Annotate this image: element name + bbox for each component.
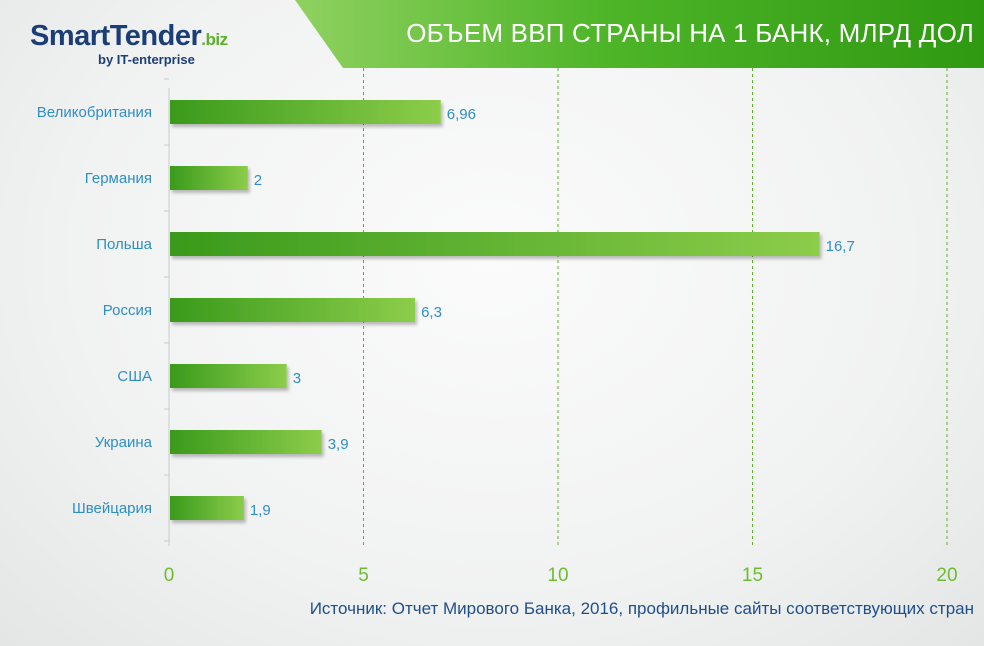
value-label: 6,96 [447,106,476,123]
value-label: 2 [254,172,262,189]
category-label: Польша [96,236,152,253]
x-tick-label: 5 [358,565,369,586]
title-banner: ОБЪЕМ ВВП СТРАНЫ НА 1 БАНК, МЛРД ДОЛ [295,0,984,68]
value-label: 1,9 [250,502,271,519]
logo-wordmark: SmartTender.biz [30,20,228,52]
x-tick-label: 0 [164,565,175,586]
value-label: 3 [293,370,301,387]
x-tick-label: 15 [742,565,763,586]
value-label: 16,7 [826,238,855,255]
bar-5 [170,430,322,454]
value-label: 6,3 [421,304,442,321]
chart-title: ОБЪЕМ ВВП СТРАНЫ НА 1 БАНК, МЛРД ДОЛ [406,18,974,48]
bar-3 [170,298,416,322]
smarttender-logo: SmartTender.biz by IT-enterprise [30,20,270,72]
logo-tagline: by IT-enterprise [98,52,195,67]
category-label: Украина [95,434,153,451]
category-label: Швейцария [72,500,152,517]
bar-6 [170,496,244,520]
bar-0 [170,100,441,124]
bar-2 [170,232,820,256]
bar-1 [170,166,248,190]
category-label: Россия [103,302,152,319]
category-label: Великобритания [37,104,152,121]
source-note: Источник: Отчет Мирового Банка, 2016, пр… [309,599,974,618]
category-label: Германия [85,170,152,187]
category-label: США [117,368,152,385]
bar-4 [170,364,287,388]
x-tick-label: 20 [936,565,957,586]
value-label: 3,9 [328,436,349,453]
x-tick-label: 10 [547,565,568,586]
